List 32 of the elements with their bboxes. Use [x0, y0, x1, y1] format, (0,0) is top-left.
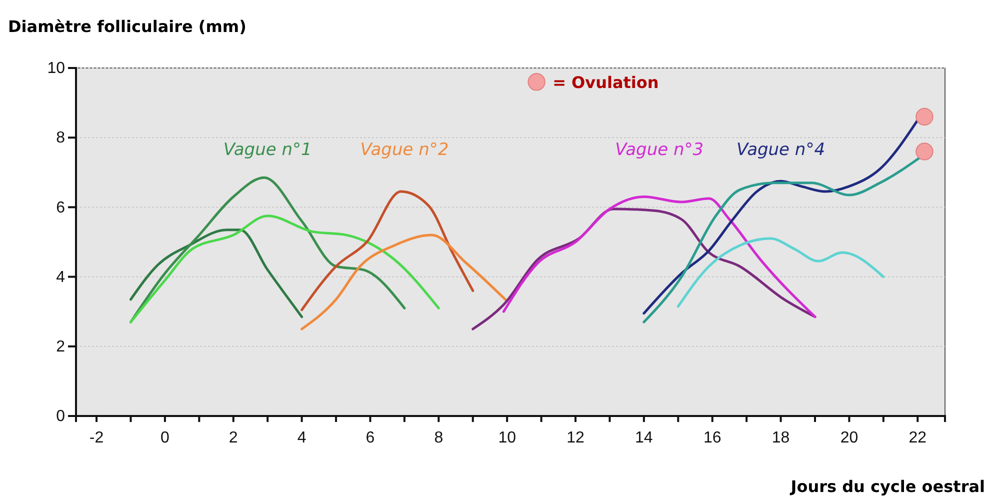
- series-label: Vague n°4: [736, 140, 826, 160]
- x-tick-label: 14: [635, 430, 653, 447]
- x-tick-label: 4: [297, 430, 306, 447]
- text: Vague n°2: [360, 140, 449, 160]
- line-series: [502, 196, 816, 318]
- series-label: Vague n°1: [223, 140, 312, 160]
- line-series: [676, 237, 885, 308]
- x-tick-label: 12: [566, 430, 585, 447]
- x-tick-label: 22: [908, 430, 927, 447]
- x-tick-label: 20: [840, 430, 858, 447]
- y-tick-label: 6: [56, 199, 66, 216]
- y-tick-label: 0: [56, 408, 66, 426]
- y-tick-label: 10: [47, 60, 66, 78]
- y-axis-title: Diamètre folliculaire (mm): [8, 17, 246, 36]
- x-tick-label: -2: [89, 430, 104, 447]
- x-tick-label: 6: [366, 430, 375, 447]
- y-tick-label: 2: [56, 338, 66, 356]
- x-tick-label: 0: [160, 430, 170, 447]
- line-series: [300, 234, 508, 330]
- x-tick-label: 18: [772, 430, 790, 447]
- legend-label: = Ovulation: [552, 72, 659, 92]
- y-tick-label: 4: [56, 268, 66, 286]
- x-tick-label: 16: [703, 430, 722, 447]
- line-series: [129, 228, 304, 318]
- text: Vague n°3: [615, 140, 704, 160]
- y-tick-label: 8: [56, 130, 66, 147]
- line-series: [300, 190, 474, 312]
- x-tick-label: 8: [434, 430, 444, 447]
- x-tick-label: 2: [228, 430, 238, 447]
- x-tick-label: 10: [498, 430, 516, 447]
- line-series: [129, 214, 440, 324]
- x-axis-title: Jours du cycle oestral: [790, 477, 985, 496]
